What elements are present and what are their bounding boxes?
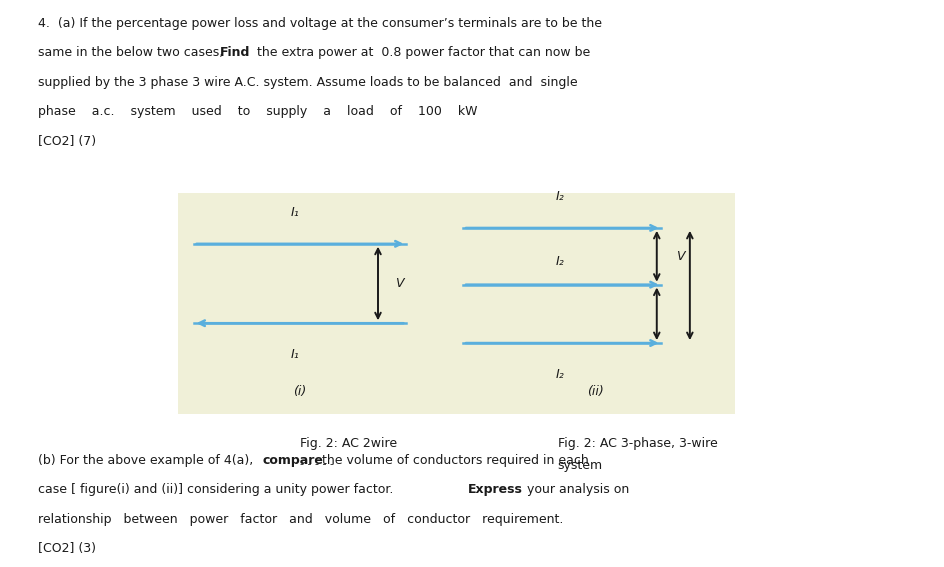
- Text: Fig. 2: AC 3-phase, 3-wire: Fig. 2: AC 3-phase, 3-wire: [557, 437, 716, 450]
- Text: system: system: [557, 459, 602, 472]
- Text: the extra power at  0.8 power factor that can now be: the extra power at 0.8 power factor that…: [253, 46, 590, 60]
- Text: [CO2] (3): [CO2] (3): [38, 542, 95, 555]
- Text: Express: Express: [467, 483, 522, 496]
- Text: (ii): (ii): [586, 385, 603, 397]
- Text: relationship   between   power   factor   and   volume   of   conductor   requir: relationship between power factor and vo…: [38, 513, 563, 526]
- Text: V: V: [395, 277, 402, 290]
- Text: Fig. 2: AC 2wire: Fig. 2: AC 2wire: [300, 437, 396, 450]
- Text: supplied by the 3 phase 3 wire A.C. system. Assume loads to be balanced  and  si: supplied by the 3 phase 3 wire A.C. syst…: [38, 76, 577, 89]
- Text: I₂: I₂: [555, 256, 564, 268]
- Text: I₁: I₁: [291, 348, 299, 361]
- Text: the volume of conductors required in each: the volume of conductors required in eac…: [317, 454, 588, 467]
- Text: V: V: [676, 250, 683, 263]
- Text: - - - - -: - - - - -: [300, 459, 333, 469]
- Text: same in the below two cases,: same in the below two cases,: [38, 46, 227, 60]
- Text: your analysis on: your analysis on: [522, 483, 628, 496]
- Text: (i): (i): [293, 385, 307, 397]
- Text: I₂: I₂: [555, 191, 564, 203]
- Text: I₂: I₂: [555, 368, 564, 380]
- Text: I₁: I₁: [291, 206, 299, 219]
- Text: Find: Find: [220, 46, 250, 60]
- Text: (b) For the above example of 4(a),: (b) For the above example of 4(a),: [38, 454, 257, 467]
- Text: 4.  (a) If the percentage power loss and voltage at the consumer’s terminals are: 4. (a) If the percentage power loss and …: [38, 17, 601, 30]
- Bar: [177, 193, 734, 414]
- Text: phase    a.c.    system    used    to    supply    a    load    of    100    kW: phase a.c. system used to supply a load …: [38, 105, 477, 119]
- Text: [CO2] (7): [CO2] (7): [38, 135, 96, 148]
- Text: compare: compare: [262, 454, 323, 467]
- Text: case [ figure(i) and (ii)] considering a unity power factor.: case [ figure(i) and (ii)] considering a…: [38, 483, 396, 496]
